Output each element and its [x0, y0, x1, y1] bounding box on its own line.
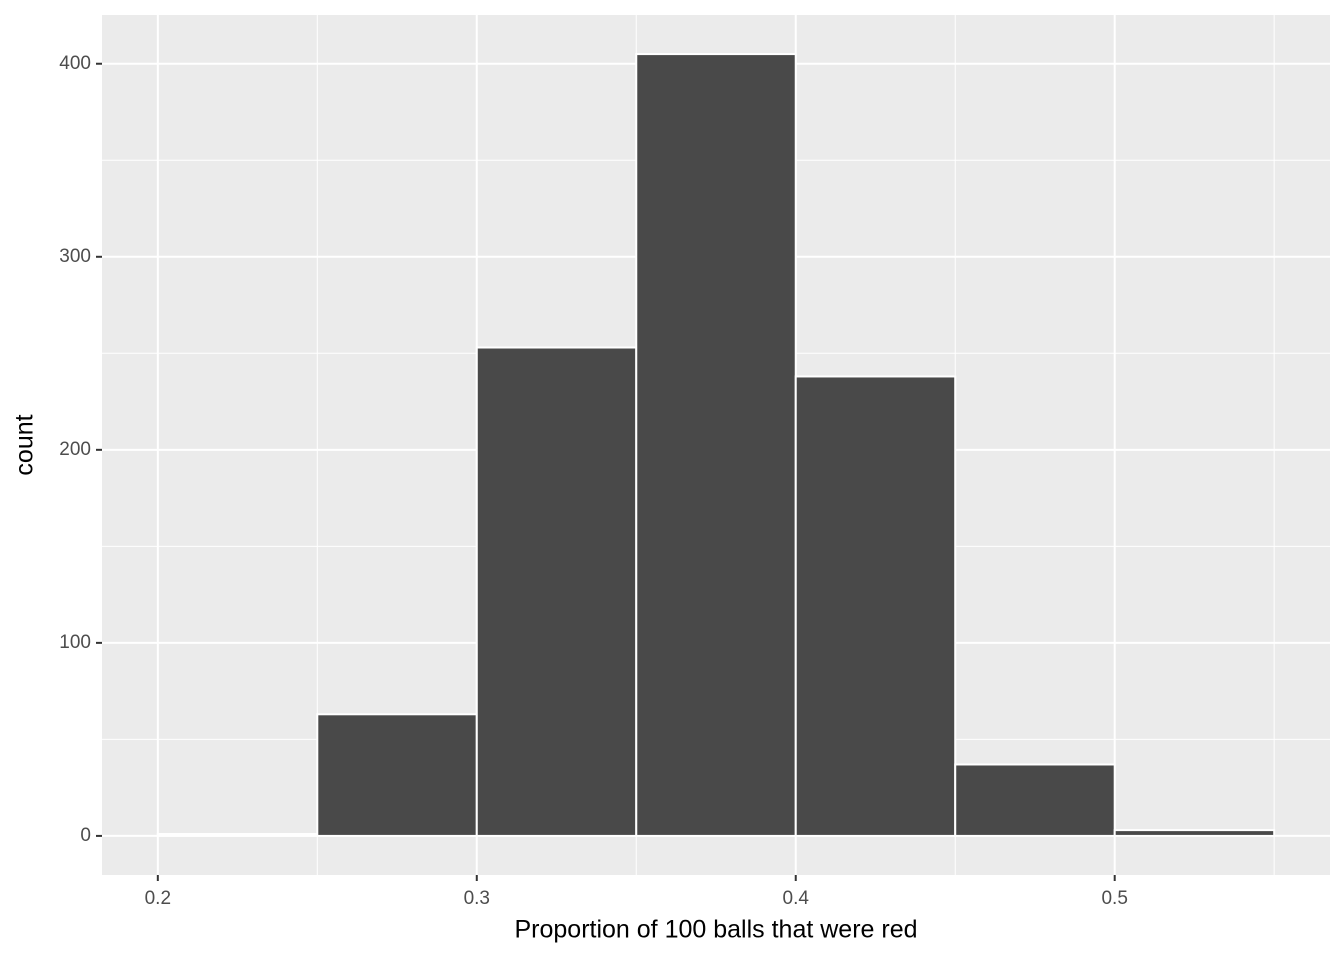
bar: [475, 346, 638, 837]
bar: [316, 713, 478, 837]
y-tick-label: 300: [59, 246, 91, 267]
y-tick-label: 100: [59, 632, 91, 653]
x-tick-label: 0.5: [1101, 888, 1127, 909]
x-tick-label: 0.4: [783, 888, 810, 909]
y-axis-title: count: [11, 414, 39, 475]
bar: [635, 53, 797, 837]
x-tick-label: 0.3: [464, 888, 490, 909]
x-axis-title: Proportion of 100 balls that were red: [514, 916, 917, 944]
bar: [954, 763, 1116, 837]
y-tick-label: 400: [59, 53, 91, 74]
y-tick-label: 200: [59, 439, 91, 460]
bar: [156, 832, 319, 837]
bar: [794, 375, 957, 837]
y-tick-label: 0: [80, 825, 91, 846]
bar: [1113, 829, 1276, 837]
x-tick-label: 0.2: [145, 888, 171, 909]
